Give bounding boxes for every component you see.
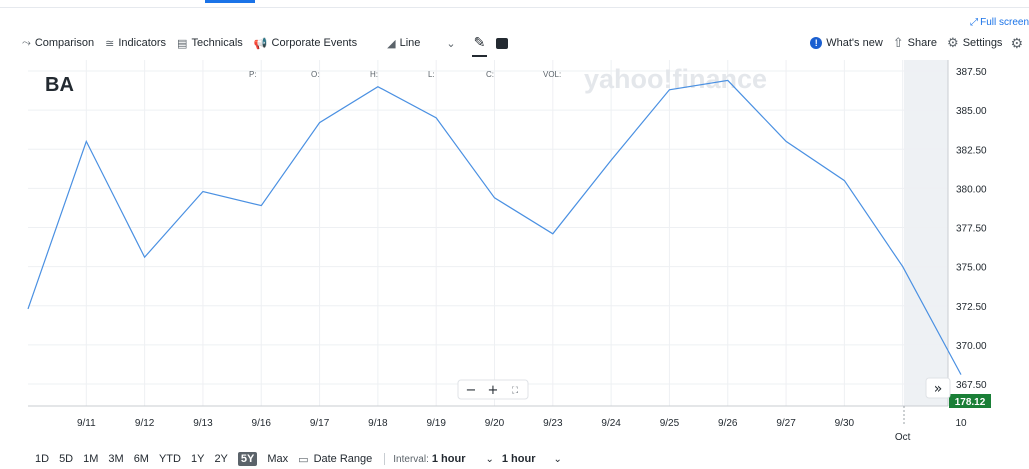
x-tick-label: 9/30 (835, 418, 855, 429)
y-tick-label: 387.50 (956, 67, 987, 78)
l-label: L: (428, 70, 435, 79)
full-screen-button[interactable]: ⤢ Full screen (970, 17, 1029, 28)
gear-icon: ⚙ (1010, 34, 1023, 51)
y-tick-label: 367.50 (956, 380, 987, 391)
active-tab-indicator (205, 0, 255, 3)
future-shading (904, 60, 948, 406)
h-label: H: (370, 70, 378, 79)
y-tick-label: 372.50 (956, 302, 987, 313)
settings-button[interactable]: ⚙ Settings ⚙ (947, 34, 1023, 51)
range-button-1y[interactable]: 1Y (190, 453, 205, 465)
range-button-5y[interactable]: 5Y (237, 452, 258, 466)
fit-icon[interactable]: ⛶ (511, 385, 519, 396)
x-tick-label: 10 (955, 418, 967, 429)
x-axis-labels: 9/11 9/12 9/13 9/16 9/17 9/18 9/19 9/20 9/23 9/24… (77, 418, 967, 443)
x-tick-label: 9/18 (368, 418, 388, 429)
y-tick-label: 380.00 (956, 184, 987, 195)
area-chart-icon: ◢ (387, 37, 396, 50)
price-line (27, 79, 962, 375)
chevron-down-icon[interactable]: ⌄ (553, 453, 562, 465)
draw-button[interactable]: ✎ (471, 33, 488, 57)
x-tick-label: 9/16 (252, 418, 272, 429)
gear-icon: ⚙ (947, 35, 959, 50)
current-price-label: 178.12 (955, 397, 986, 408)
top-divider (0, 7, 1029, 8)
share-icon: ⇧ (892, 35, 904, 50)
separator (384, 453, 386, 465)
x-tick-label: 9/17 (310, 418, 330, 429)
x-tick-label: 9/23 (543, 418, 563, 429)
range-button-3m[interactable]: 3M (108, 453, 124, 465)
interval-label: Interval: (393, 453, 429, 465)
zoom-in-button[interactable]: + (488, 383, 499, 398)
bottom-range-bar: 1D 5D 1M 3M 6M YTD 1Y 2Y 5Y Max ▭ Date Range Inte… (35, 450, 570, 468)
range-button-5d[interactable]: 5D (59, 453, 74, 465)
scroll-button-bg (925, 377, 951, 399)
calendar-icon: ▭ (298, 453, 309, 466)
x-tick-label: 9/19 (426, 418, 446, 429)
expand-icon: ⤢ (970, 17, 979, 28)
vol-label: VOL: (543, 70, 561, 79)
o-label: O: (311, 70, 319, 79)
double-chevron-right-icon: » (934, 381, 943, 397)
grid-lines (28, 60, 948, 406)
x-tick-label: 9/27 (776, 418, 796, 429)
pencil-icon: ✎ (473, 33, 486, 50)
comparison-icon: ⤳ (22, 36, 31, 49)
range-button-2y[interactable]: 2Y (214, 453, 228, 465)
y-tick-label: 377.50 (956, 224, 987, 235)
ticker-symbol: BA (45, 74, 74, 96)
y-tick-label: 375.00 (956, 263, 987, 274)
corporate-events-button[interactable]: 📢 Corporate Events (253, 37, 358, 50)
chart-type-select[interactable]: ◢ Line ⌄ (387, 37, 456, 50)
chart-toolbar: ⤳ Comparison ≅ Indicators ▤ Technicals 📢… (22, 32, 1023, 57)
range-button-ytd[interactable]: YTD (158, 453, 181, 465)
zoom-out-button[interactable]: − (466, 383, 477, 398)
x-tick-label: 9/13 (193, 418, 213, 429)
interval-select[interactable]: 1 hour (431, 453, 466, 465)
chevron-down-icon[interactable]: ⌄ (485, 453, 494, 465)
y-axis-labels: 387.50 385.00 382.50 380.00 377.50 375.00 372.… (956, 67, 987, 391)
zoom-panel (457, 379, 529, 400)
technicals-icon: ▤ (177, 37, 188, 50)
x-tick-label: 9/24 (601, 418, 621, 429)
share-button[interactable]: ⇧ Share (892, 35, 938, 50)
c-label: C: (486, 70, 494, 79)
x-tick-label: 9/25 (660, 418, 680, 429)
x-tick-label: 9/12 (135, 418, 155, 429)
range-button-1d[interactable]: 1D (35, 453, 50, 465)
y-tick-label: 382.50 (956, 145, 987, 156)
range-button-max[interactable]: Max (267, 453, 289, 465)
date-range-button[interactable]: ▭ Date Range (298, 453, 373, 466)
current-price-badge (949, 394, 991, 408)
x-tick-label: Oct (895, 432, 911, 443)
x-tick-label: 9/26 (718, 418, 738, 429)
technicals-button[interactable]: ▤ Technicals (177, 37, 243, 50)
megaphone-icon: 📢 (253, 37, 268, 50)
chevron-down-icon: ⌄ (446, 37, 456, 50)
range-button-1m[interactable]: 1M (83, 453, 99, 465)
y-tick-label: 370.00 (956, 341, 987, 352)
whats-new-button[interactable]: ! What's new (810, 37, 883, 49)
price-chart[interactable]: yahoo!finance BA P: O: H: L: C: VOL: 387… (0, 0, 1029, 445)
info-icon: ! (810, 37, 823, 49)
y-tick-label: 385.00 (956, 106, 987, 117)
x-tick-label: 9/20 (485, 418, 505, 429)
p-label: P: (249, 70, 257, 79)
watermark: yahoo!finance (584, 64, 767, 94)
range-buttons: 1D 5D 1M 3M 6M YTD 1Y 2Y 5Y Max (35, 452, 298, 466)
table-view-button[interactable] (496, 37, 509, 49)
scroll-right-button[interactable]: » (925, 377, 951, 399)
interval-select-secondary[interactable]: 1 hour (501, 453, 536, 465)
table-icon (496, 37, 509, 49)
indicators-button[interactable]: ≅ Indicators (105, 37, 167, 50)
range-button-6m[interactable]: 6M (133, 453, 149, 465)
comparison-button[interactable]: ⤳ Comparison (22, 36, 95, 50)
zoom-controls: − + ⛶ (457, 379, 529, 400)
x-tick-label: 9/11 (77, 418, 96, 429)
indicators-icon: ≅ (105, 37, 115, 50)
